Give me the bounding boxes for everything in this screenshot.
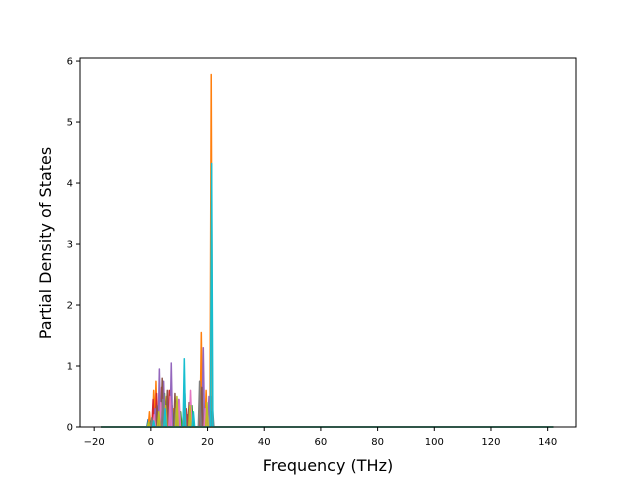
- y-tick-label: 1: [67, 362, 73, 373]
- y-tick-label: 2: [67, 301, 73, 312]
- x-tick-label: 120: [481, 437, 500, 448]
- x-tick-label: 0: [148, 437, 154, 448]
- y-axis-label: Partial Density of States: [36, 147, 55, 339]
- series-9-area: [101, 162, 554, 428]
- plot-frame: [79, 57, 577, 428]
- y-axis-ticks: 0 1 2 3 4 5 6: [67, 57, 80, 434]
- x-tick-label: 140: [538, 437, 557, 448]
- x-tick-label: 40: [258, 437, 271, 448]
- y-tick-label: 0: [67, 423, 73, 434]
- x-tick-label: 80: [371, 437, 384, 448]
- x-axis-label: Frequency (THz): [263, 456, 393, 475]
- x-tick-label: 100: [425, 437, 444, 448]
- y-tick-label: 3: [67, 240, 73, 251]
- y-tick-label: 6: [67, 57, 73, 68]
- x-axis-ticks: −20 0 20 40 60 80 100 120 140: [84, 427, 557, 448]
- x-tick-label: 20: [201, 437, 214, 448]
- y-tick-label: 5: [67, 118, 73, 129]
- y-tick-label: 4: [67, 179, 73, 190]
- x-tick-label: −20: [84, 437, 105, 448]
- x-tick-label: 60: [315, 437, 328, 448]
